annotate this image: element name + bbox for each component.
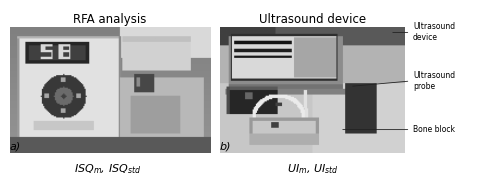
Text: a): a) bbox=[10, 141, 21, 151]
Text: b): b) bbox=[220, 141, 232, 151]
Title: RFA analysis: RFA analysis bbox=[74, 13, 146, 26]
Title: Ultrasound device: Ultrasound device bbox=[259, 13, 366, 26]
Text: Ultrasound
probe: Ultrasound probe bbox=[413, 71, 455, 91]
Text: $UI_m$, $UI_{std}$: $UI_m$, $UI_{std}$ bbox=[286, 163, 339, 176]
Text: Ultrasound
device: Ultrasound device bbox=[413, 22, 455, 42]
Text: Bone block: Bone block bbox=[413, 125, 455, 134]
Text: $ISQ_m$, $ISQ_{std}$: $ISQ_m$, $ISQ_{std}$ bbox=[74, 163, 141, 176]
